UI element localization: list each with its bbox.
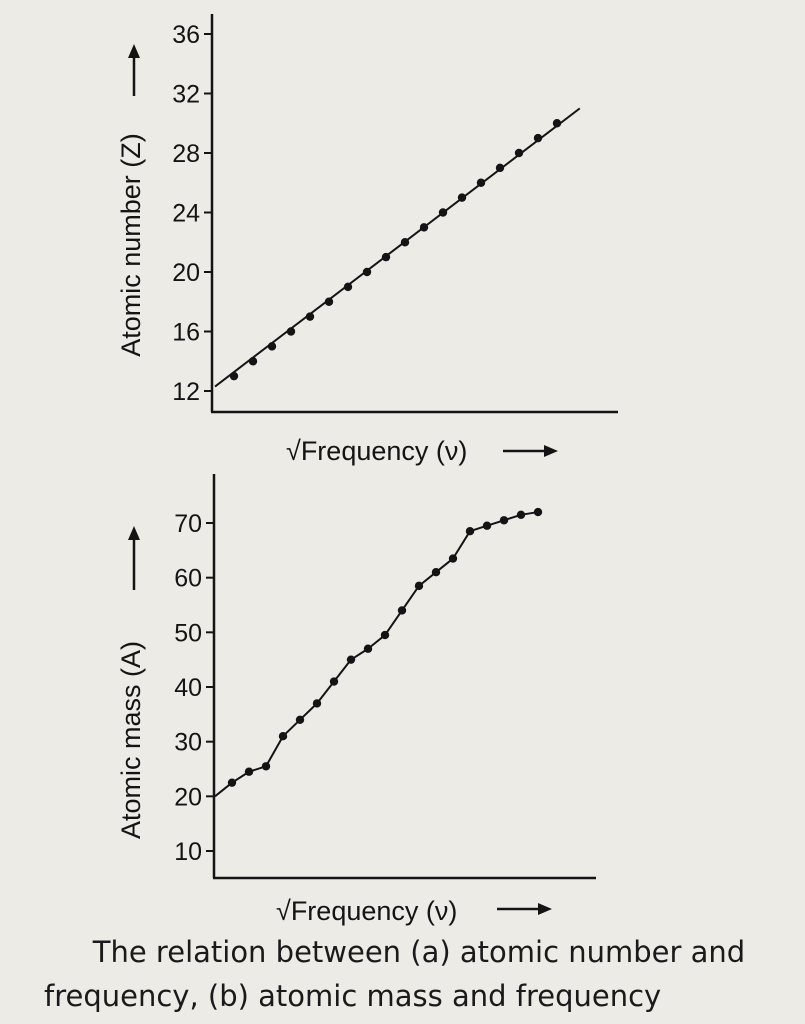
data-point-a-11 — [438, 208, 448, 217]
data-point-a-13 — [476, 178, 486, 187]
y-tick-label-b-20: 20 — [174, 783, 202, 811]
data-point-a-16 — [533, 133, 543, 143]
data-point-a-4 — [305, 312, 315, 321]
data-point-b-0 — [227, 778, 237, 787]
x-axis-label-a: √Frequency (ν) — [286, 436, 467, 466]
figure-caption: The relation between (a) atomic number a… — [44, 930, 794, 1018]
data-point-b-13 — [448, 554, 458, 563]
data-point-a-8 — [381, 252, 391, 262]
y-tick-label-a-24: 24 — [172, 200, 200, 228]
y-tick-label-b-10: 10 — [174, 838, 202, 866]
y-axis-label-a: Atomic number (Z) — [116, 133, 146, 357]
charts-svg: 12 16 20 24 28 32 36 √Frequency (ν) Atomic numbe… — [116, 14, 618, 926]
y-tick-label-a-28: 28 — [172, 140, 200, 168]
y-tick-label-b-60: 60 — [174, 565, 202, 593]
y-tick-label-a-12: 12 — [172, 378, 200, 406]
data-point-a-1 — [248, 357, 258, 366]
data-point-a-3 — [286, 327, 296, 336]
y-axis-label-b: Atomic mass (A) — [116, 641, 146, 839]
data-point-b-17 — [516, 510, 526, 519]
data-point-a-15 — [514, 148, 524, 158]
data-point-b-1 — [244, 767, 254, 776]
y-tick-label-b-50: 50 — [174, 619, 202, 647]
data-point-b-10 — [397, 606, 407, 615]
data-point-b-12 — [431, 568, 441, 577]
data-point-b-9 — [380, 630, 390, 640]
data-point-b-3 — [278, 732, 288, 741]
series-line-b — [214, 511, 539, 798]
y-axis-arrowhead-a — [128, 44, 140, 58]
data-point-b-8 — [363, 644, 373, 653]
y-tick-label-b-30: 30 — [174, 729, 202, 757]
data-point-b-14 — [465, 527, 475, 536]
data-point-a-7 — [362, 267, 372, 277]
data-point-a-14 — [495, 163, 505, 173]
data-point-b-18 — [533, 507, 543, 517]
x-axis-arrowhead-a — [544, 445, 558, 457]
data-point-b-11 — [414, 581, 424, 591]
y-tick-label-a-36: 36 — [172, 21, 200, 49]
x-axis-arrowhead-b — [538, 903, 552, 915]
data-point-a-0 — [229, 371, 239, 381]
data-point-a-9 — [400, 238, 410, 247]
y-tick-label-a-20: 20 — [172, 259, 200, 287]
data-point-b-4 — [295, 715, 305, 724]
data-point-a-17 — [552, 119, 562, 128]
y-tick-label-a-16: 16 — [172, 319, 200, 347]
y-axis-arrowhead-b — [128, 526, 140, 540]
data-point-a-2 — [267, 342, 277, 351]
data-point-a-5 — [324, 297, 334, 306]
data-point-a-12 — [457, 193, 467, 202]
data-point-a-10 — [419, 223, 429, 232]
caption-line-1: The relation between (a) atomic number a… — [92, 935, 746, 969]
caption-line-2: frequency, (b) atomic mass and frequency — [44, 979, 662, 1013]
data-point-b-7 — [346, 655, 356, 664]
data-point-b-16 — [499, 516, 509, 525]
data-point-a-6 — [343, 282, 353, 292]
data-point-b-6 — [329, 677, 339, 686]
data-point-b-5 — [312, 699, 322, 708]
data-point-b-15 — [482, 521, 492, 530]
y-tick-label-b-40: 40 — [174, 674, 202, 702]
data-point-b-2 — [261, 762, 271, 771]
x-axis-label-b: √Frequency (ν) — [276, 896, 457, 926]
y-tick-label-a-32: 32 — [172, 81, 200, 109]
y-tick-label-b-70: 70 — [174, 510, 202, 538]
